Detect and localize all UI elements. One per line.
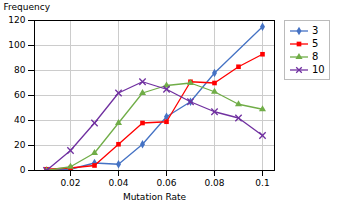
svg-text:120: 120: [8, 15, 25, 25]
svg-text:0.06: 0.06: [156, 178, 176, 188]
svg-text:100: 100: [8, 40, 25, 50]
svg-text:0.1: 0.1: [255, 178, 269, 188]
svg-text:0.02: 0.02: [60, 178, 80, 188]
html-text:8: 8: [312, 51, 319, 62]
svg-text:Frequency: Frequency: [4, 2, 51, 12]
svg-text:80: 80: [14, 65, 26, 75]
svg-text:0: 0: [20, 165, 26, 175]
svg-text:40: 40: [14, 115, 26, 125]
html-text:10: 10: [312, 64, 325, 75]
svg-text:20: 20: [14, 140, 26, 150]
svg-text:60: 60: [14, 90, 26, 100]
html-text:5: 5: [312, 38, 319, 49]
svg-text:0.04: 0.04: [108, 178, 128, 188]
svg-text:0.08: 0.08: [204, 178, 224, 188]
html-text:3: 3: [312, 25, 319, 36]
svg-text:Mutation Rate: Mutation Rate: [123, 192, 187, 202]
